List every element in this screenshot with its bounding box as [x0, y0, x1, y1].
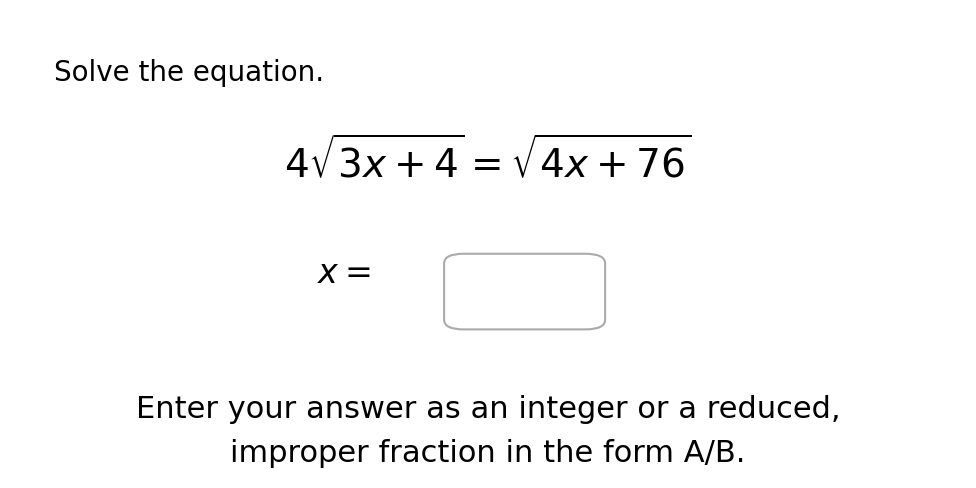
Text: $4\sqrt{3x+4} = \sqrt{4x+76}$: $4\sqrt{3x+4} = \sqrt{4x+76}$	[284, 137, 692, 185]
Text: $x = $: $x = $	[317, 257, 371, 290]
Text: Enter your answer as an integer or a reduced,: Enter your answer as an integer or a red…	[136, 395, 840, 425]
Text: improper fraction in the form A/B.: improper fraction in the form A/B.	[230, 439, 746, 468]
FancyBboxPatch shape	[444, 254, 605, 329]
Text: Solve the equation.: Solve the equation.	[54, 59, 324, 86]
